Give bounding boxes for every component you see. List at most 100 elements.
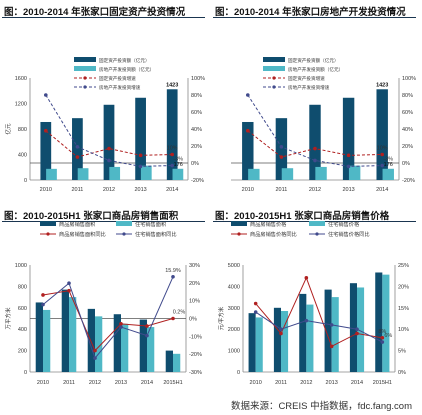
line-point [119,325,123,329]
y2-tick-label: 80% [191,93,202,99]
bar [306,304,314,372]
series-line [247,94,383,167]
line-point [93,348,97,353]
line-point [119,322,123,326]
y2-tick-label: 20% [191,144,202,150]
x-tick-label: 2012 [89,380,101,386]
line-point [44,93,48,97]
x-tick-label: 2014 [351,380,363,386]
x-tick-label: 2010 [37,380,49,386]
x-tick-label: 2014 [166,187,178,193]
y-tick-label: 0 [24,178,27,184]
data-label: 176 [174,162,183,168]
legend-marker [46,232,50,236]
bar [103,104,115,180]
legend-label: 固定资产投资额（亿元） [288,57,339,64]
legend-marker [83,76,87,80]
chart-title: 图：2010-2015H1 张家口商品房销售面积 [4,211,179,222]
line-point [380,335,385,340]
x-tick-label: 2015H1 [163,380,182,386]
title-divider [213,17,416,18]
x-tick-label: 2010 [40,187,52,193]
legend-swatch [263,57,285,62]
y-tick-label: 1600 [15,76,27,82]
bar [135,97,146,180]
bar [109,166,121,180]
legend-marker [122,232,126,236]
bar [382,168,394,180]
data-label: -3% [173,157,183,163]
bar [275,118,288,180]
y-tick-label: 1000 [15,263,27,269]
data-label: 176 [384,162,393,168]
x-tick-label: 2011 [275,187,287,193]
y-tick-label: 800 [18,284,27,290]
legend-swatch [116,221,132,226]
y2-tick-label: 0% [398,370,406,376]
chart-panel-fixed-asset: 图：2010-2014 年张家口固定资产投资情况 固定资产投资额（亿元） 房地产开… [0,0,211,200]
line-point [253,310,258,314]
line-point [380,340,385,344]
series-line [45,130,173,158]
line-point [107,158,111,163]
y-axis-label: 万平方米 [4,307,12,330]
bar [140,165,152,180]
bar [95,316,103,372]
bar [61,289,69,372]
bar [165,350,173,372]
legend-marker [83,85,87,89]
line-point [380,152,384,157]
y2-tick-label: -20% [402,178,415,184]
bar [382,274,390,372]
bar [273,307,281,372]
bar [248,313,256,372]
line-point [253,301,258,306]
bar [43,309,51,372]
bar [281,311,289,372]
y2-tick-label: 40% [402,127,413,133]
y-tick-label: 2000 [228,327,240,333]
y-tick-label: 400 [18,153,27,159]
y-tick-label: 400 [18,327,27,333]
bar [349,283,357,372]
bar [299,293,307,372]
bar [315,166,327,180]
line-point [171,316,175,321]
legend-marker [272,76,276,80]
legend-label: 商品房销售价格同比 [250,230,297,238]
bar [121,323,129,372]
y2-tick-label: 10% [189,299,200,305]
bar [375,272,383,372]
line-point [44,128,48,133]
y2-tick-label: 5% [398,349,406,355]
x-tick-label: 2014 [376,187,388,193]
legend-label: 固定资产投资增速 [288,75,325,82]
chart-panel-sales-area: 图：2010-2015H1 张家口商品房销售面积 商品房销售面积 住宅销售面积 商品… [0,202,211,395]
legend-label: 固定资产投资额（亿元） [99,57,150,64]
line-point [170,152,174,157]
y2-tick-label: 10% [398,327,409,333]
legend-label: 商品房销售面积同比 [59,230,106,238]
line-point [171,274,175,279]
bar [255,317,263,372]
data-label: -3% [383,157,393,163]
line-point [304,318,309,323]
y2-tick-label: 20% [398,284,409,290]
legend-swatch [74,66,96,71]
y2-tick-label: -20% [191,178,204,184]
y2-tick-label: 0% [402,161,410,167]
x-tick-label: 2012 [103,187,115,193]
line-point [329,344,334,349]
legend-label: 房地产开发投资额（亿元） [288,66,343,73]
line-point [93,356,97,360]
line-point [329,323,334,327]
line-point [346,153,351,158]
y2-tick-label: 60% [191,110,202,116]
y-tick-label: 4000 [228,284,240,290]
line-point [279,155,284,159]
y2-tick-label: 60% [402,110,413,116]
y2-tick-label: 30% [189,263,200,269]
y2-tick-label: 20% [189,281,200,287]
line-point [75,155,80,159]
